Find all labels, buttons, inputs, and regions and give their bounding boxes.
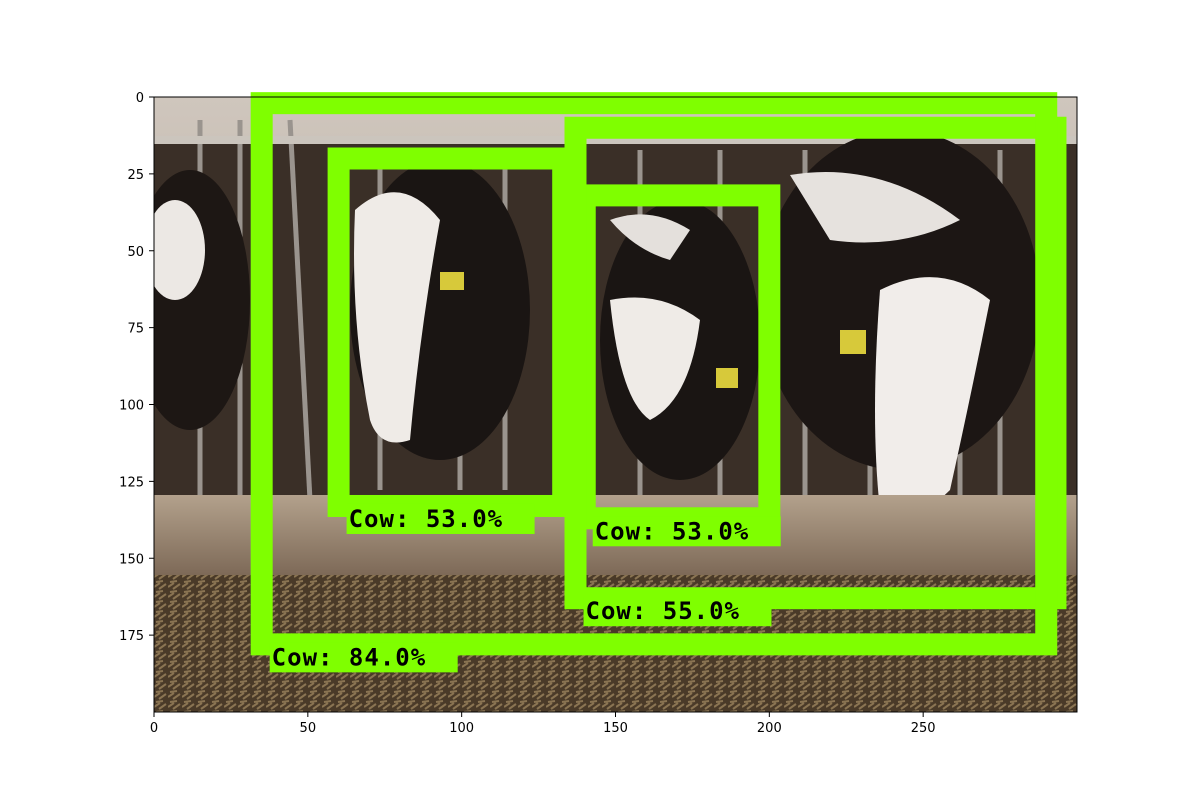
- cow-3: [600, 200, 760, 480]
- detection-label: Cow: 84.0%: [272, 643, 427, 671]
- y-tick-label: 25: [127, 168, 144, 183]
- y-tick-label: 75: [127, 322, 144, 337]
- x-tick-label: 150: [603, 721, 628, 736]
- y-tick-label: 100: [119, 399, 144, 414]
- y-tick-label: 175: [119, 629, 144, 644]
- x-tick-label: 100: [449, 721, 474, 736]
- x-tick-label: 50: [300, 721, 317, 736]
- y-tick-label: 0: [136, 91, 144, 106]
- detection-label: Cow: 53.0%: [349, 505, 504, 533]
- x-tick-label: 200: [757, 721, 782, 736]
- detection-label-bg: [269, 642, 458, 673]
- y-tick-label: 125: [119, 475, 144, 490]
- y-tick-label: 50: [127, 245, 144, 260]
- y-tick-label: 150: [119, 552, 144, 567]
- detection-box: Cow: 53.0%: [327, 147, 575, 534]
- detection-rect: [250, 92, 1058, 656]
- detection-box: Cow: 84.0%: [250, 92, 1058, 673]
- detection-label: Cow: 55.0%: [586, 597, 741, 625]
- detection-label-bg: [583, 596, 772, 627]
- cow-4: [760, 130, 1040, 517]
- cow-2: [350, 160, 530, 460]
- x-tick-label: 0: [150, 721, 158, 736]
- detection-label-bg: [592, 516, 781, 547]
- x-tick-label: 250: [911, 721, 936, 736]
- x-axis: 0 50 100 150 200 250: [150, 712, 936, 736]
- cow-left: [154, 170, 250, 430]
- detection-label-bg: [346, 503, 535, 534]
- y-axis: 0 25 50 75 100 125 150 175: [119, 91, 154, 644]
- detection-label: Cow: 53.0%: [595, 517, 750, 545]
- detection-box: Cow: 53.0%: [573, 184, 781, 547]
- detections: Cow: 53.0% Cow: 53.0% Cow: 55.0% Cow: 84.0%: [250, 92, 1067, 673]
